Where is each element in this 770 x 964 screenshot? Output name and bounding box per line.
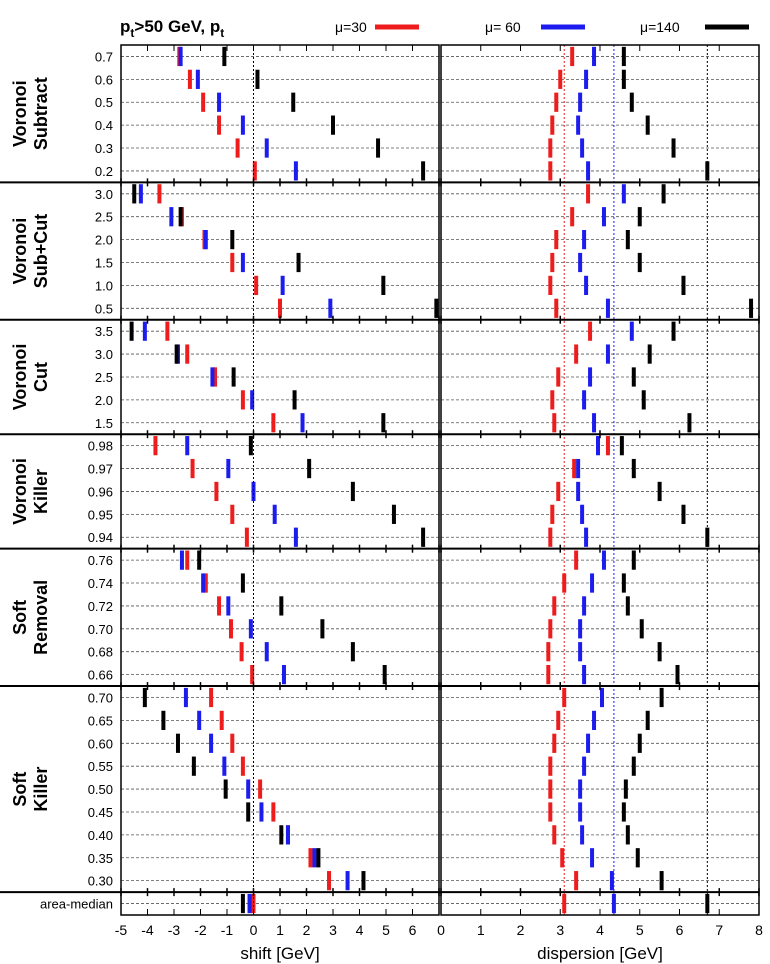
group-label: VoronoiKiller (10, 458, 51, 525)
x-tick-label: 5 (382, 922, 390, 938)
group-label: VoronoiSubtract (10, 77, 51, 150)
x-tick-label: 6 (676, 922, 684, 938)
row-param-label: 0.94 (88, 530, 113, 545)
x-tick-label: 3 (556, 922, 564, 938)
row-param-label: 1.0 (95, 278, 113, 293)
group-label: VoronoiSub+Cut (10, 214, 51, 289)
x-tick-label: 2 (303, 922, 311, 938)
row-param-label: 0.70 (88, 622, 113, 637)
row-param-label: 3.5 (95, 324, 113, 339)
x-tick-label: -4 (141, 922, 154, 938)
x-tick-label: -1 (221, 922, 234, 938)
panel-frame (440, 44, 760, 916)
x-tick-label: 1 (477, 922, 485, 938)
group-label-line: Killer (31, 767, 51, 812)
x-tick-label: -2 (194, 922, 207, 938)
group-label-line: Voronoi (10, 80, 30, 147)
group-label-line: Voronoi (10, 344, 30, 411)
plot-area: 0.70.60.50.40.30.2VoronoiSubtract3.02.52… (0, 44, 763, 963)
row-param-label: 0.98 (88, 439, 113, 454)
group-label-line: Voronoi (10, 458, 30, 525)
row-param-label: 0.5 (95, 301, 113, 316)
chart-title-text: pt>50 GeV, pt (120, 17, 224, 40)
x-tick-label: 7 (715, 922, 723, 938)
x-tick-label: 2 (517, 922, 525, 938)
x-tick-label: 5 (636, 922, 644, 938)
row-param-label: 0.5 (95, 95, 113, 110)
group-label-line: Sub+Cut (31, 214, 51, 289)
row-param-label: 0.40 (88, 828, 113, 843)
row-param-label: 1.5 (95, 416, 113, 431)
row-param-label: 0.35 (88, 851, 113, 866)
row-param-label: 0.50 (88, 782, 113, 797)
group-label-line: Subtract (31, 77, 51, 150)
chart-title: pt>50 GeV, pt (120, 17, 224, 40)
row-param-label: 0.2 (95, 164, 113, 179)
x-tick-label: 3 (329, 922, 337, 938)
row-param-label: 1.5 (95, 256, 113, 271)
panel-frame (120, 44, 440, 916)
row-param-label: 0.66 (88, 668, 113, 683)
group-label-line: Killer (31, 469, 51, 514)
row-param-label: 0.96 (88, 484, 113, 499)
row-param-label: 0.70 (88, 691, 113, 706)
x-tick-label: 4 (596, 922, 604, 938)
row-param-label: 0.60 (88, 736, 113, 751)
row-param-label: 0.30 (88, 874, 113, 889)
title-subscript: t (220, 26, 224, 40)
group-label-line: Soft (10, 600, 30, 635)
row-param-label: area-median (40, 897, 113, 912)
row-param-label: 2.5 (95, 370, 113, 385)
row-param-label: 0.65 (88, 713, 113, 728)
row-param-label: 2.0 (95, 393, 113, 408)
x-tick-label: -5 (115, 922, 128, 938)
group-label-line: Soft (10, 772, 30, 807)
title-part: >50 GeV, p (134, 17, 220, 36)
title-part: p (120, 17, 130, 36)
row-param-label: 0.4 (95, 118, 113, 133)
row-param-label: 3.0 (95, 187, 113, 202)
legend: μ=30 μ= 60 μ=140 (335, 19, 749, 35)
x-axis-label: shift [GeV] (240, 944, 319, 963)
group-label: VoronoiCut (10, 344, 51, 411)
x-tick-label: 6 (409, 922, 417, 938)
legend-label: μ= 60 (485, 19, 521, 35)
row-param-label: 0.97 (88, 462, 113, 477)
row-param-label: 0.68 (88, 645, 113, 660)
x-tick-label: 1 (276, 922, 284, 938)
x-tick-label: 4 (356, 922, 364, 938)
row-param-label: 0.55 (88, 759, 113, 774)
row-param-label: 0.6 (95, 72, 113, 87)
row-param-label: 0.95 (88, 507, 113, 522)
x-tick-label: 0 (250, 922, 258, 938)
x-axis-label: dispersion [GeV] (537, 944, 663, 963)
legend-label: μ=30 (335, 19, 367, 35)
row-param-label: 0.3 (95, 141, 113, 156)
row-param-label: 0.7 (95, 49, 113, 64)
row-param-label: 3.0 (95, 347, 113, 362)
x-tick-label: -3 (168, 922, 181, 938)
row-param-label: 2.0 (95, 233, 113, 248)
row-param-label: 0.72 (88, 599, 113, 614)
x-tick-label: 8 (755, 922, 763, 938)
row-param-label: 2.5 (95, 210, 113, 225)
group-label-line: Voronoi (10, 218, 30, 285)
group-label: SoftRemoval (10, 580, 51, 655)
group-label: SoftKiller (10, 767, 51, 812)
row-param-label: 0.45 (88, 805, 113, 820)
x-tick-label: 0 (437, 922, 445, 938)
row-param-label: 0.76 (88, 553, 113, 568)
legend-label: μ=140 (640, 19, 680, 35)
row-param-label: 0.74 (88, 576, 113, 591)
group-label-line: Removal (31, 580, 51, 655)
title-subscript: t (130, 26, 134, 40)
group-label-line: Cut (31, 362, 51, 392)
